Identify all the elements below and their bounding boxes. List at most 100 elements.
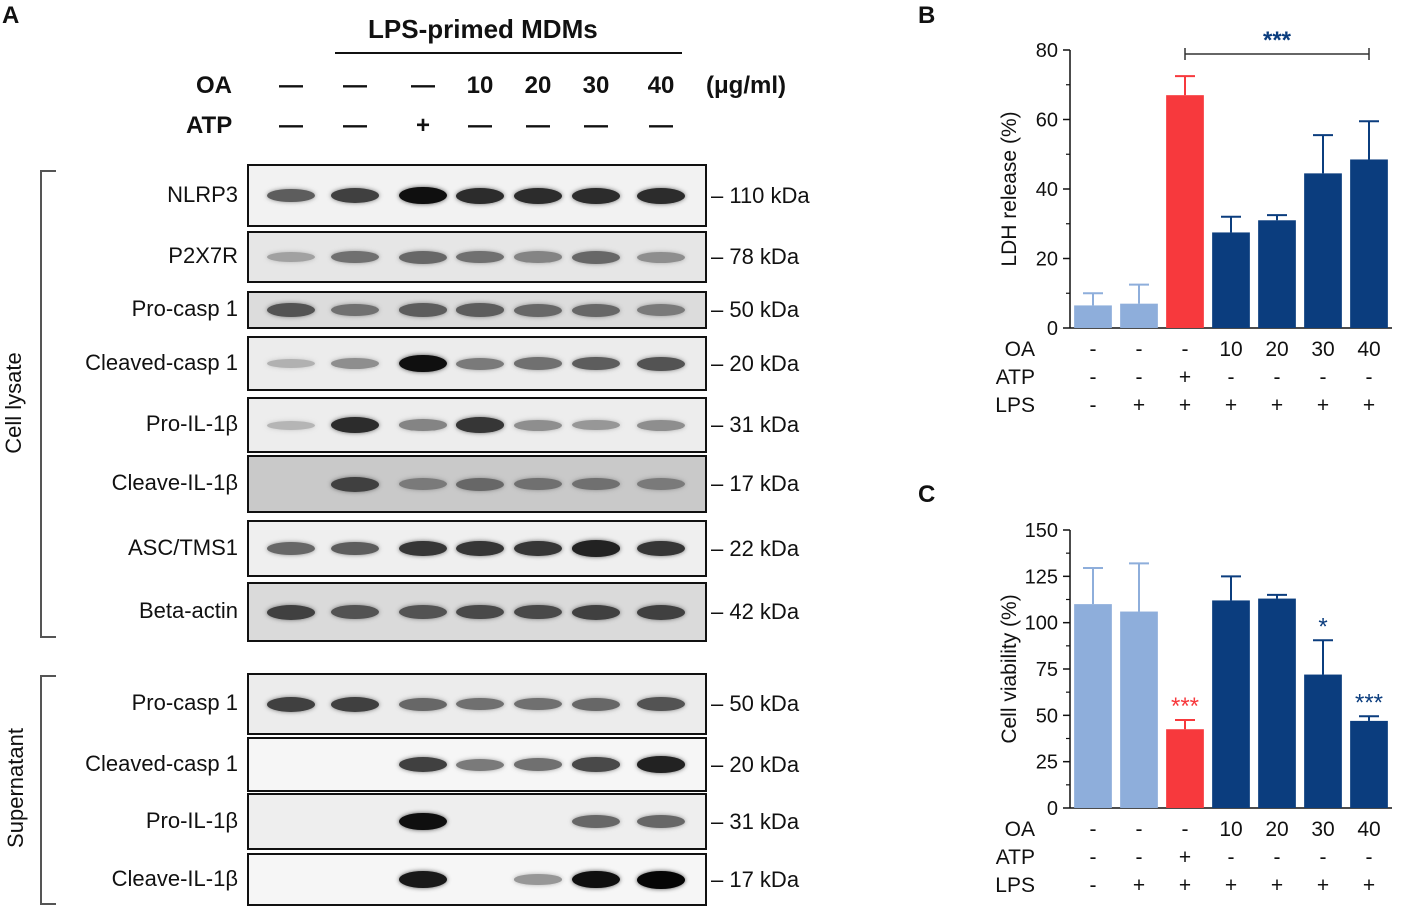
condition-row-label: ATP bbox=[996, 366, 1035, 389]
blot-label-1: P2X7R bbox=[168, 243, 238, 268]
condition-value: + bbox=[1317, 874, 1329, 897]
band-8-0 bbox=[267, 696, 315, 712]
blot-0 bbox=[247, 164, 707, 227]
band-9-5 bbox=[572, 757, 620, 772]
kda-label-3: – 20 kDa bbox=[711, 350, 800, 376]
band-0-6 bbox=[637, 187, 685, 204]
band-3-1 bbox=[331, 358, 379, 369]
condition-value: + bbox=[1179, 366, 1191, 389]
panel-c-letter: C bbox=[918, 481, 936, 508]
condition-value: 40 bbox=[1357, 338, 1380, 361]
oa-row-label: OA bbox=[196, 72, 232, 99]
condition-value: - bbox=[1090, 846, 1097, 869]
kda-label-0: – 110 kDa bbox=[711, 182, 810, 208]
condition-value: 30 bbox=[1311, 818, 1334, 841]
panel-b-letter: B bbox=[918, 2, 936, 29]
band-3-2 bbox=[399, 354, 447, 373]
band-10-6 bbox=[637, 815, 685, 828]
condition-value: + bbox=[1133, 394, 1145, 417]
band-6-0 bbox=[267, 542, 315, 555]
condition-value: + bbox=[1317, 394, 1329, 417]
band-4-5 bbox=[572, 419, 620, 431]
condition-value: 20 bbox=[1265, 338, 1288, 361]
band-0-2 bbox=[399, 186, 447, 205]
blot-label-11: Cleave-IL-1β bbox=[111, 865, 238, 891]
band-4-0 bbox=[267, 420, 315, 430]
y-tick-label: 60 bbox=[1036, 110, 1058, 132]
blot-2 bbox=[247, 291, 707, 329]
blot-label-3: Cleaved-casp 1 bbox=[85, 349, 238, 375]
band-4-1 bbox=[331, 417, 379, 433]
blot-11 bbox=[247, 853, 707, 906]
bar bbox=[1212, 600, 1250, 808]
blot-label-10: Pro-IL-1β bbox=[145, 807, 238, 833]
band-9-2 bbox=[399, 757, 447, 772]
atp-value-4: — bbox=[526, 112, 550, 139]
bar bbox=[1304, 173, 1342, 328]
blot-label-6: ASC/TMS1 bbox=[127, 534, 238, 560]
condition-value: + bbox=[1225, 394, 1237, 417]
oa-value-1: — bbox=[343, 72, 367, 99]
band-1-3 bbox=[456, 250, 504, 264]
condition-value: - bbox=[1228, 846, 1235, 869]
condition-value: + bbox=[1133, 874, 1145, 897]
atp-value-2: + bbox=[415, 112, 430, 139]
band-11-4 bbox=[514, 874, 562, 885]
condition-value: - bbox=[1090, 366, 1097, 389]
band-7-6 bbox=[637, 604, 685, 620]
condition-value: - bbox=[1274, 366, 1281, 389]
band-3-5 bbox=[572, 356, 620, 371]
supernatant-label: Supernatant bbox=[3, 728, 28, 848]
band-5-4 bbox=[514, 477, 562, 491]
bar bbox=[1350, 720, 1388, 808]
band-7-4 bbox=[514, 604, 562, 620]
y-tick-label: 125 bbox=[1025, 566, 1058, 588]
significance-marker: *** bbox=[1355, 689, 1383, 716]
condition-value: + bbox=[1363, 394, 1375, 417]
condition-value: + bbox=[1179, 846, 1191, 869]
condition-value: 20 bbox=[1265, 818, 1288, 841]
y-tick-label: 25 bbox=[1036, 752, 1058, 774]
condition-value: + bbox=[1225, 874, 1237, 897]
y-tick-label: 150 bbox=[1025, 520, 1058, 542]
blot-label-4: Pro-IL-1β bbox=[145, 411, 238, 436]
bar bbox=[1120, 303, 1158, 328]
band-7-1 bbox=[331, 605, 379, 619]
band-7-3 bbox=[456, 604, 504, 620]
band-9-3 bbox=[456, 758, 504, 771]
band-2-6 bbox=[637, 304, 685, 316]
condition-value: - bbox=[1320, 846, 1327, 869]
band-6-2 bbox=[399, 540, 447, 557]
panel-a-header: LPS-primed MDMs bbox=[368, 14, 598, 44]
band-3-6 bbox=[637, 356, 685, 371]
band-0-5 bbox=[572, 187, 620, 204]
band-8-6 bbox=[637, 697, 685, 711]
band-8-1 bbox=[331, 696, 379, 712]
condition-value: 30 bbox=[1311, 338, 1334, 361]
band-0-4 bbox=[514, 187, 562, 204]
y-tick-label: 40 bbox=[1036, 179, 1058, 201]
bar bbox=[1304, 674, 1342, 808]
y-tick-label: 0 bbox=[1047, 798, 1058, 820]
oa-value-3: 10 bbox=[466, 72, 494, 99]
bar bbox=[1074, 604, 1112, 808]
band-6-5 bbox=[572, 540, 620, 557]
blot-label-9: Cleaved-casp 1 bbox=[85, 750, 238, 776]
blot-7 bbox=[247, 582, 707, 642]
band-6-3 bbox=[456, 540, 504, 557]
atp-value-3: — bbox=[468, 112, 492, 139]
oa-value-4: 20 bbox=[524, 72, 552, 99]
kda-label-11: – 17 kDa bbox=[711, 866, 800, 892]
blot-6 bbox=[247, 520, 707, 577]
band-3-0 bbox=[267, 358, 315, 369]
band-3-4 bbox=[514, 357, 562, 370]
atp-value-5: — bbox=[584, 112, 608, 139]
band-6-6 bbox=[637, 540, 685, 557]
kda-label-7: – 42 kDa bbox=[711, 599, 800, 624]
oa-value-5: 30 bbox=[582, 72, 610, 99]
band-4-3 bbox=[456, 417, 504, 433]
atp-row-label: ATP bbox=[186, 112, 233, 139]
y-tick-label: 80 bbox=[1036, 40, 1058, 62]
y-tick-label: 75 bbox=[1036, 659, 1058, 681]
condition-value: - bbox=[1274, 846, 1281, 869]
